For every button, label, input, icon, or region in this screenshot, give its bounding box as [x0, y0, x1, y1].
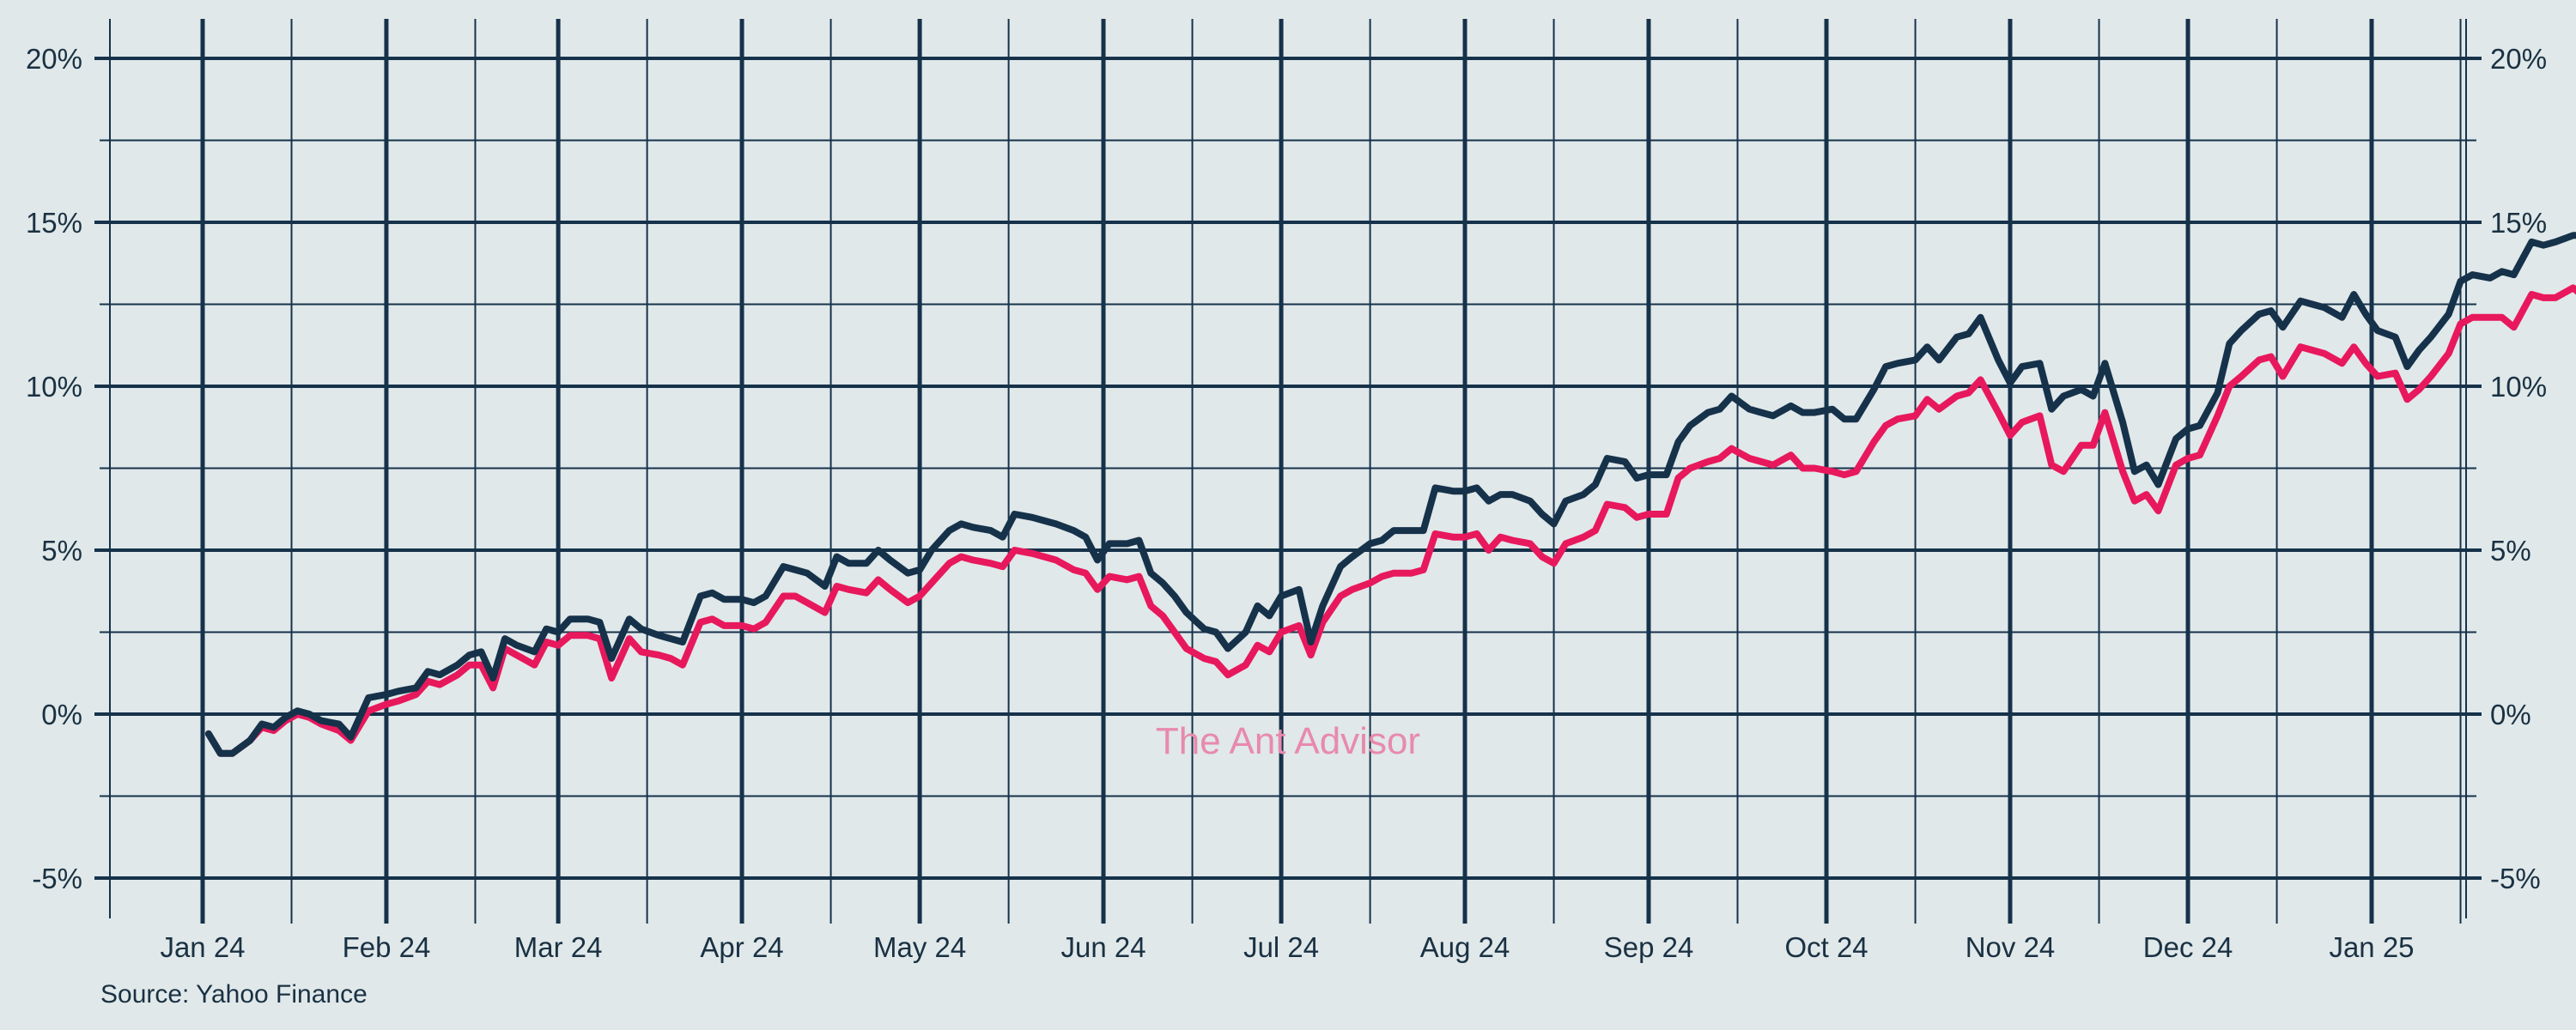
y-tick-label-right: 5% [2490, 535, 2531, 566]
tick-labels: -5% -5% 0% 0% 5% 5% 10% 10% 15% 15% 20% 20% Jan 24 Fe… [26, 43, 2547, 963]
y-tick-label-left: 0% [41, 699, 82, 730]
y-tick-label-left: 10% [26, 371, 82, 403]
x-tick-label: Mar 24 [514, 931, 603, 963]
watermark-text: The Ant Advisor [1156, 720, 1420, 762]
x-tick-label: Dec 24 [2143, 931, 2233, 963]
x-tick-label: Aug 24 [1420, 931, 1510, 963]
series-line-dark [204, 232, 2576, 757]
series-lines [204, 232, 2576, 757]
axes [109, 19, 2467, 918]
y-tick-label-right: 15% [2490, 207, 2547, 239]
x-tick-label: Apr 24 [700, 931, 783, 963]
y-tick-label-left: 5% [41, 535, 82, 566]
x-tick-label: May 24 [873, 931, 966, 963]
x-tick-label: Jun 24 [1061, 931, 1146, 963]
grid-lines [94, 19, 2482, 924]
y-tick-label-right: 10% [2490, 371, 2547, 403]
x-tick-label: Sep 24 [1604, 931, 1694, 963]
y-tick-label-left: -5% [32, 863, 82, 894]
y-tick-label-left: 20% [26, 43, 82, 75]
x-tick-label: Feb 24 [343, 931, 431, 963]
y-tick-label-right: -5% [2490, 863, 2541, 894]
series-line-pink [204, 284, 2576, 757]
x-tick-label: Nov 24 [1965, 931, 2056, 963]
x-tick-label: Jan 24 [160, 931, 245, 963]
source-note: Source: Yahoo Finance [100, 980, 368, 1009]
y-tick-label-left: 15% [26, 207, 82, 239]
y-tick-label-right: 20% [2490, 43, 2547, 75]
x-tick-label: Oct 24 [1784, 931, 1868, 963]
x-tick-label: Jan 25 [2329, 931, 2414, 963]
y-tick-label-right: 0% [2490, 699, 2531, 730]
x-tick-label: Jul 24 [1243, 931, 1319, 963]
